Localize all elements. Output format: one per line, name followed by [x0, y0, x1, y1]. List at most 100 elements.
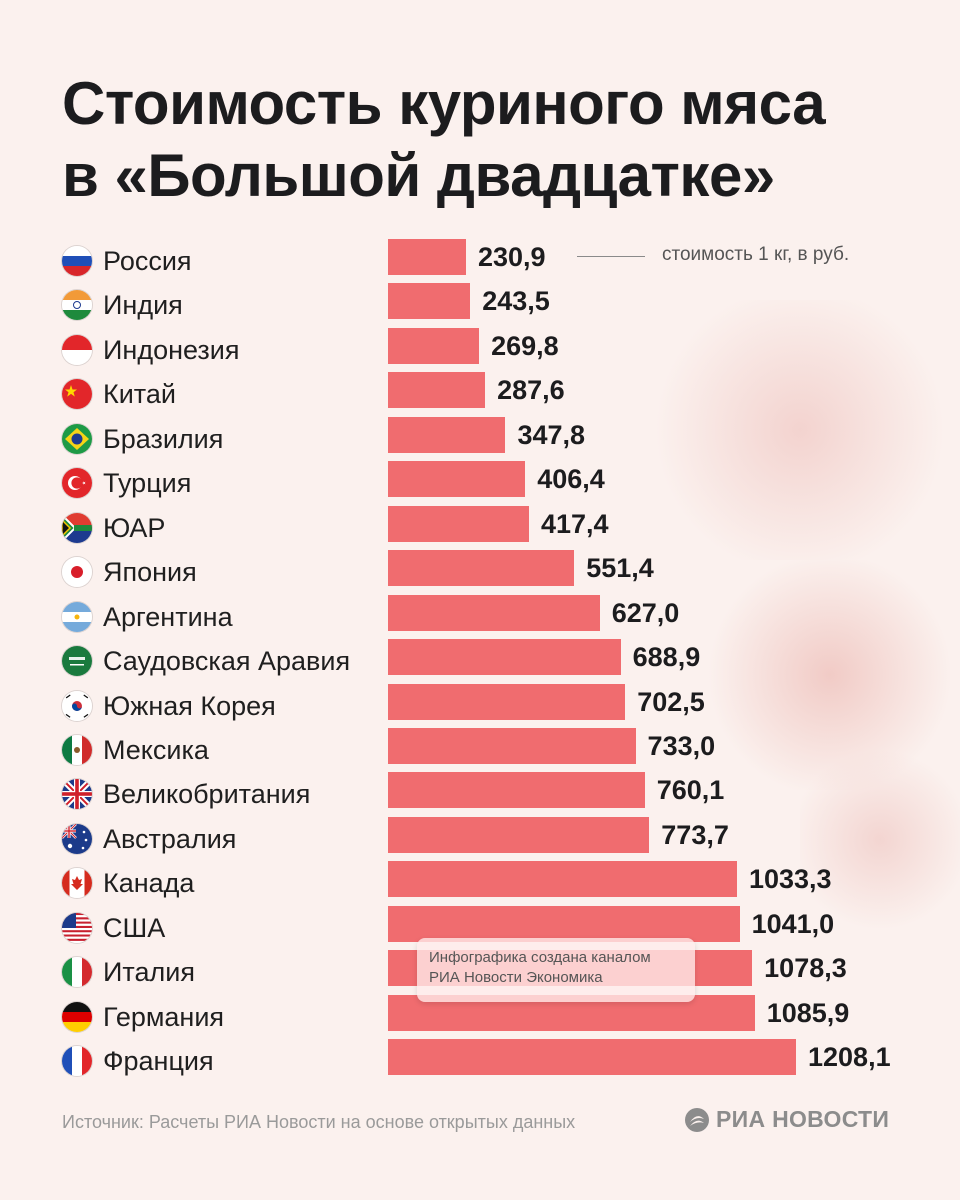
value-label: 627,0: [611, 597, 680, 628]
south-korea-flag-icon: [62, 690, 92, 721]
japan-flag-icon: [62, 557, 92, 588]
bar: [388, 1039, 796, 1076]
country-label: Индонезия: [103, 334, 240, 365]
chart-row: Канада 1033,3: [0, 861, 960, 905]
bar: [388, 639, 621, 676]
bar: [388, 239, 466, 275]
south-africa-flag-icon: [62, 512, 92, 543]
credit-badge: Инфографика создана каналом РИА Новости …: [417, 938, 695, 1002]
value-label: 1041,0: [751, 908, 835, 939]
source-note: Источник: Расчеты РИА Новости на основе …: [62, 1112, 576, 1132]
chart-row: Саудовская Аравия 688,9: [0, 639, 960, 683]
chart-row: Япония 551,4: [0, 550, 960, 594]
title-line-1: Стоимость куриного мяса: [62, 70, 826, 137]
title-line-2: в «Большой двадцатке»: [62, 142, 775, 209]
ria-logo-icon: [685, 1107, 709, 1132]
credit-line-1: Инфографика создана каналом: [429, 949, 651, 966]
country-label: Канада: [103, 868, 195, 899]
value-label: 760,1: [656, 775, 725, 806]
chart-row: Индонезия 269,8: [0, 327, 960, 372]
chart-row: Россия 230,9: [0, 239, 960, 283]
usa-flag-icon: [62, 912, 92, 943]
chart-row: ЮАР 417,4: [0, 505, 960, 550]
bar: [388, 505, 529, 542]
bar: [388, 816, 650, 853]
credit-line-2: РИА Новости Экономика: [429, 969, 603, 986]
value-label: 243,5: [482, 286, 550, 317]
value-label: 347,8: [517, 419, 586, 450]
canada-flag-icon: [62, 868, 92, 899]
value-label: 1078,3: [764, 953, 847, 984]
chart-row: Бразилия 347,8: [0, 416, 960, 461]
bar: [388, 327, 480, 364]
country-label: Южная Корея: [103, 690, 276, 721]
bar: [388, 683, 626, 720]
chart-row: Великобритания 760,1: [0, 772, 960, 816]
country-label: Япония: [103, 557, 197, 588]
chart-row: Южная Корея 702,5: [0, 683, 960, 728]
country-label: США: [103, 912, 166, 943]
unit-note: стоимость 1 кг, в руб.: [662, 244, 850, 265]
value-label: 551,4: [586, 553, 654, 584]
country-label: Аргентина: [103, 601, 233, 632]
france-flag-icon: [62, 1046, 92, 1077]
value-label: 1208,1: [808, 1042, 891, 1073]
bar: [388, 550, 575, 587]
chart-row: Мексика 733,0: [0, 727, 960, 772]
country-label: Россия: [103, 246, 192, 276]
country-label: Италия: [103, 957, 195, 988]
value-label: 1033,3: [748, 864, 832, 895]
mexico-flag-icon: [62, 734, 92, 765]
india-flag-icon: [62, 290, 92, 321]
argentina-flag-icon: [62, 601, 92, 632]
country-label: Германия: [103, 1001, 225, 1032]
chart-row: Индия 243,5: [0, 283, 960, 327]
value-label: 773,7: [661, 819, 729, 850]
chart-row: Франция 1208,1: [0, 1039, 960, 1083]
turkey-flag-icon: [62, 468, 92, 499]
ria-logo: РИА НОВОСТИ: [684, 1106, 889, 1133]
chart-row: Турция 406,4: [0, 461, 960, 505]
bar: [388, 416, 506, 453]
country-label: Саудовская Аравия: [103, 646, 351, 677]
chart-row: США 1041,0: [0, 905, 960, 950]
country-label: Турция: [103, 468, 192, 499]
page-title: Стоимость куриного мяса в «Большой двадц…: [62, 68, 826, 212]
country-label: Мексика: [103, 734, 209, 765]
logo-text: РИА НОВОСТИ: [716, 1106, 890, 1132]
country-label: Бразилия: [103, 423, 224, 454]
chart-row: Аргентина 627,0: [0, 594, 960, 639]
germany-flag-icon: [62, 1001, 92, 1032]
bar: [388, 727, 636, 764]
country-label: Китай: [103, 379, 176, 410]
australia-flag-icon: [62, 823, 92, 854]
country-label: Индия: [103, 290, 183, 321]
indonesia-flag-icon: [62, 334, 92, 365]
value-label: 688,9: [632, 642, 701, 673]
country-label: Великобритания: [103, 779, 311, 810]
china-flag-icon: [62, 379, 92, 410]
russia-flag-icon: [62, 246, 92, 276]
value-label: 1085,9: [766, 997, 850, 1028]
value-label: 702,5: [637, 686, 705, 717]
value-label: 230,9: [477, 242, 546, 272]
unit-leader-line: [577, 256, 645, 257]
value-label: 733,0: [647, 730, 716, 761]
uk-flag-icon: [62, 779, 92, 810]
country-label: Австралия: [103, 823, 237, 854]
country-label: Франция: [103, 1046, 214, 1077]
bar: [388, 905, 740, 942]
country-label: ЮАР: [103, 512, 166, 543]
bar: [388, 594, 600, 631]
saudi-arabia-flag-icon: [62, 646, 92, 677]
bar: [388, 861, 737, 898]
value-label: 269,8: [491, 330, 559, 361]
chart-row: Китай 287,6: [0, 372, 960, 416]
value-label: 287,6: [497, 375, 565, 406]
brazil-flag-icon: [62, 423, 92, 454]
bar: [388, 461, 526, 498]
italy-flag-icon: [62, 957, 92, 988]
value-label: 406,4: [537, 464, 605, 495]
chart-row: Австралия 773,7: [0, 816, 960, 861]
value-label: 417,4: [540, 508, 609, 539]
